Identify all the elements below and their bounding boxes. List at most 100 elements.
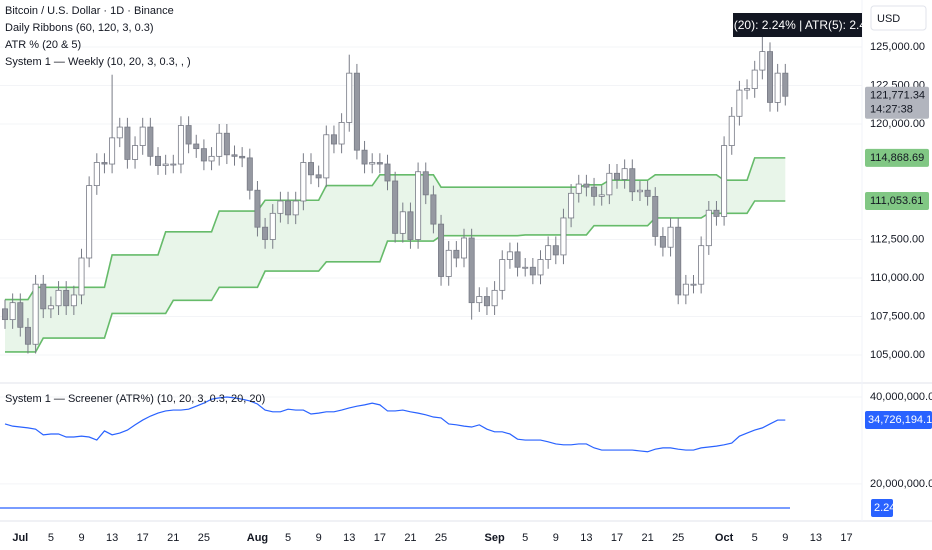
candle-body <box>86 185 93 259</box>
candle-body <box>246 157 253 191</box>
candle-body <box>231 154 238 157</box>
x-tick-label: Aug <box>247 532 268 544</box>
candle-body <box>445 249 452 277</box>
candle-body <box>285 200 292 216</box>
candle-body <box>147 126 154 157</box>
candle-body <box>583 183 590 188</box>
candle-body <box>636 189 643 193</box>
candle-body <box>101 162 108 165</box>
candle-body <box>782 72 789 97</box>
candle-body <box>713 209 720 217</box>
candle-body <box>392 180 399 234</box>
candle-body <box>162 163 169 166</box>
countdown: 14:27:38 <box>870 104 913 116</box>
candle-body <box>407 211 414 240</box>
currency-button[interactable] <box>870 5 927 31</box>
candle-body <box>575 183 582 194</box>
candle-body <box>216 132 223 157</box>
candle-body <box>132 145 139 160</box>
y-tick-label: 110,000.00 <box>870 272 924 284</box>
x-tick-label: 5 <box>48 532 54 544</box>
candle-body <box>55 289 62 307</box>
y-tick-label: 20,000,000.00 <box>870 478 932 490</box>
candle-body <box>323 134 330 179</box>
x-tick-label: 25 <box>198 532 210 544</box>
last-price-label: 121,771.34 <box>870 90 925 102</box>
candle-body <box>277 200 284 214</box>
ribbon-badge <box>865 148 929 167</box>
candle-body <box>384 163 391 182</box>
candle-body <box>63 289 70 307</box>
candle-body <box>315 174 322 179</box>
candle-body <box>415 171 422 240</box>
candle-body <box>438 223 445 277</box>
x-tick-label: 13 <box>106 532 118 544</box>
y-tick-label: 112,500.00 <box>870 233 924 245</box>
x-tick-label: 5 <box>752 532 758 544</box>
ribbon-badge-label: 114,868.69 <box>870 152 924 164</box>
candle-body <box>591 186 598 197</box>
pane-title[interactable]: System 1 — Screener (ATR%) (10, 20, 3, 0… <box>5 393 265 405</box>
candle-body <box>185 125 192 145</box>
x-tick-label: Jul <box>12 532 28 544</box>
candle-body <box>139 126 146 146</box>
candle-body <box>744 88 751 91</box>
x-tick-label: 17 <box>611 532 623 544</box>
x-tick-label: Oct <box>715 532 734 544</box>
currency-label[interactable]: USD <box>877 13 900 25</box>
symbol-title[interactable]: Bitcoin / U.S. Dollar · 1D · Binance <box>5 5 174 17</box>
candle-body <box>751 69 758 89</box>
candle-body <box>239 155 246 159</box>
candle-body <box>2 308 8 321</box>
candle-body <box>24 326 31 345</box>
atr-badge-label: 2.24 <box>874 502 895 514</box>
candle-body <box>109 137 116 165</box>
candle-body <box>254 189 261 228</box>
candle-body <box>537 259 544 276</box>
x-tick-label: 21 <box>641 532 653 544</box>
x-tick-label: 9 <box>782 532 788 544</box>
y-tick-label: 40,000,000.00 <box>870 391 932 403</box>
ribbon-badge-label: 111,053.61 <box>870 195 923 207</box>
x-tick-label: 13 <box>580 532 592 544</box>
candle-body <box>292 200 299 216</box>
indicator-label[interactable]: System 1 — Weekly (10, 20, 3, 0.3, , ) <box>5 56 191 68</box>
candle-body <box>568 192 575 219</box>
x-tick-label: 5 <box>285 532 291 544</box>
candle-body <box>208 155 215 162</box>
candle-body <box>70 294 77 307</box>
tooltip-text: ATR(20): 2.24% | ATR(5): 2.49% <box>711 18 884 32</box>
candle-body <box>430 194 437 225</box>
candle-body <box>659 236 666 248</box>
ribbon-badge <box>865 192 929 211</box>
candle-body <box>17 302 24 328</box>
x-tick-label: Sep <box>485 532 505 544</box>
candle-body <box>32 283 39 345</box>
tooltip-box <box>733 13 862 37</box>
candle-body <box>721 145 728 217</box>
indicator-label[interactable]: ATR % (20 & 5) <box>5 39 81 51</box>
last-value-badge <box>865 410 932 429</box>
candle-body <box>522 266 529 269</box>
candle-body <box>460 237 467 259</box>
candle-body <box>353 72 360 151</box>
x-tick-label: 13 <box>343 532 355 544</box>
x-tick-label: 21 <box>404 532 416 544</box>
candle-body <box>307 162 314 176</box>
candle-body <box>346 72 353 123</box>
candle-body <box>170 163 177 166</box>
indicator-label[interactable]: Daily Ribbons (60, 120, 3, 0.3) <box>5 22 154 34</box>
y-tick-label: 120,000.00 <box>870 118 925 130</box>
candle-body <box>47 305 54 310</box>
candle-body <box>338 122 345 145</box>
overlay: Bitcoin / U.S. Dollar · 1D · Binance Dai… <box>5 5 932 544</box>
candle-body <box>499 259 506 291</box>
candle-body <box>269 212 276 240</box>
candle-body <box>675 226 682 296</box>
candle-body <box>453 249 460 259</box>
candle-body <box>369 162 376 165</box>
candle-body <box>93 162 100 187</box>
candle-body <box>376 162 383 165</box>
